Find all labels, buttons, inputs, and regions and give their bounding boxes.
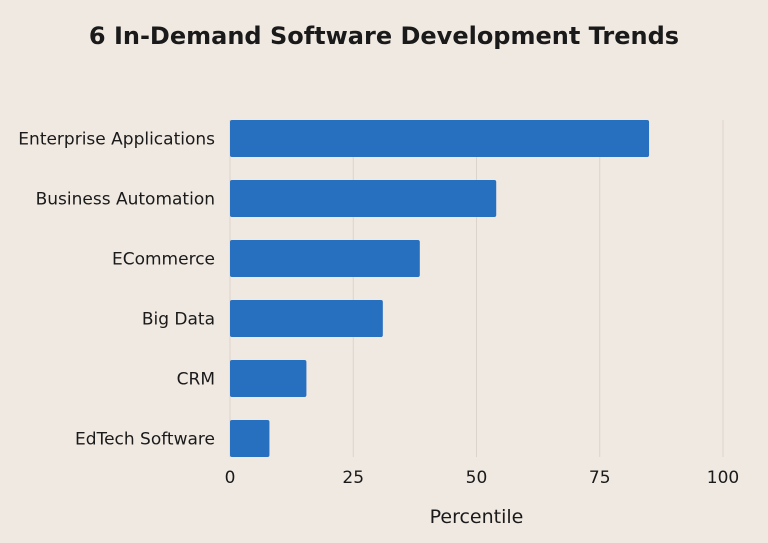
x-tick-label: 25 — [342, 468, 364, 488]
x-tick-label: 75 — [589, 468, 611, 488]
bar — [230, 360, 307, 397]
category-label: EdTech Software — [75, 430, 215, 450]
x-tick-label: 50 — [466, 468, 488, 488]
bar — [230, 180, 497, 217]
x-tick-label: 100 — [707, 468, 739, 488]
bar — [230, 420, 270, 457]
x-tick-label: 0 — [225, 468, 236, 488]
category-label: ECommerce — [112, 250, 215, 270]
bar — [230, 300, 383, 337]
category-label: CRM — [177, 370, 215, 390]
category-label: Enterprise Applications — [18, 130, 215, 150]
category-label: Big Data — [142, 310, 215, 330]
bar — [230, 240, 420, 277]
chart-title: 6 In-Demand Software Development Trends — [88, 22, 680, 50]
category-label: Business Automation — [36, 190, 215, 210]
x-axis-label: Percentile — [429, 506, 524, 528]
bar — [230, 120, 650, 157]
